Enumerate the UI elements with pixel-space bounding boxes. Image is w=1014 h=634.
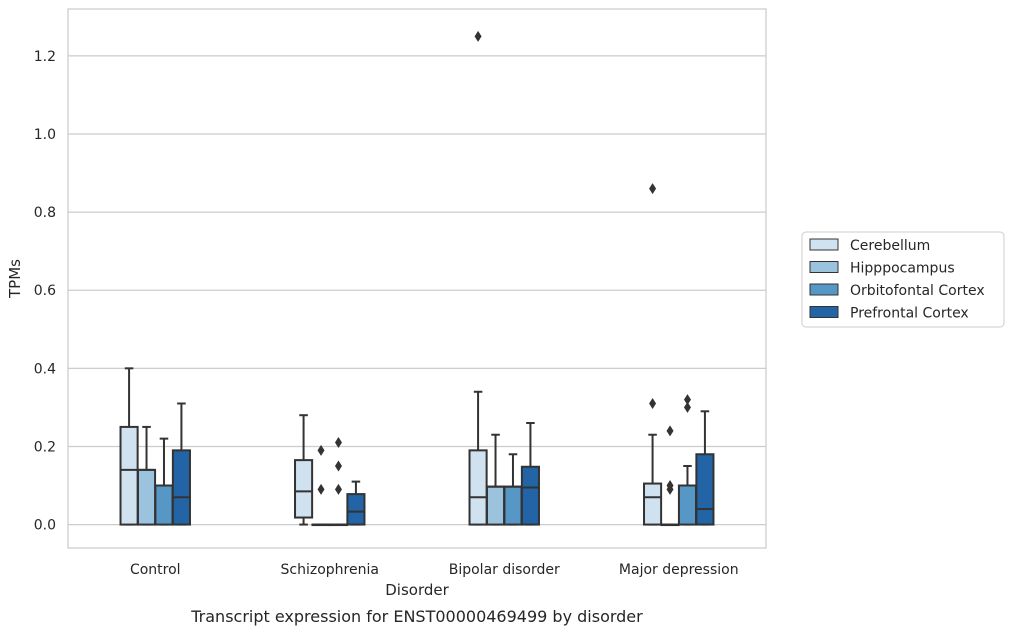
x-tick-label: Control (130, 562, 181, 578)
y-tick-label: 0.6 (34, 283, 56, 299)
x-tick-label: Schizophrenia (281, 562, 379, 578)
chart-caption: Transcript expression for ENST0000046949… (190, 607, 643, 626)
legend-label: Cerebellum (850, 238, 930, 254)
x-axis-title: Disorder (385, 581, 449, 599)
legend-swatch (809, 306, 839, 318)
box-cerebellum (643, 183, 663, 526)
outlier-point (649, 183, 657, 195)
box-hipppocampus (311, 444, 331, 527)
x-axis-ticks: Control Schizophrenia Bipolar disorder Majo… (130, 562, 739, 578)
y-tick-label: 0.4 (34, 361, 56, 377)
legend-frame (801, 231, 1005, 328)
box-body (294, 459, 314, 519)
box-orbitofontal-cortex (677, 394, 698, 526)
outlier-point (317, 444, 325, 456)
box-prefrontal-cortex (171, 402, 191, 526)
box-hipppocampus (660, 425, 680, 527)
box-prefrontal-cortex (520, 422, 540, 526)
legend-swatch (809, 283, 839, 296)
y-tick-label: 0.2 (34, 439, 56, 455)
box-body (503, 485, 523, 526)
outlier-point (317, 483, 325, 495)
legend-swatch (809, 238, 839, 251)
box-body (677, 484, 698, 526)
outlier-point (666, 425, 674, 437)
legend-label: Prefrontal Cortex (850, 306, 969, 322)
outlier-point (683, 401, 691, 413)
box-body (154, 484, 174, 526)
legend-label: Hipppocampus (850, 261, 955, 277)
box-groups (119, 30, 715, 527)
y-axis-title: TPMs (6, 259, 24, 299)
box-body (643, 482, 663, 526)
box-body (468, 449, 488, 526)
box-prefrontal-cortex (695, 410, 715, 526)
legend: Cerebellum Hipppocampus Orbitofontal Corte… (801, 231, 1005, 328)
outlier-point (649, 397, 657, 409)
box-body (136, 468, 157, 526)
box-body (119, 425, 139, 526)
box-body (485, 485, 506, 526)
outlier-point (683, 394, 691, 406)
box-orbitofontal-cortex (328, 437, 349, 527)
plot-frame (67, 8, 767, 549)
outlier-point (334, 483, 342, 495)
legend-label: Orbitofontal Cortex (850, 283, 985, 299)
x-tick-label: Bipolar disorder (449, 562, 560, 578)
outlier-point (334, 437, 342, 449)
outlier-point (334, 460, 342, 472)
y-axis-ticks: 0.0 0.2 0.4 0.6 0.8 1.0 1.2 (34, 49, 56, 534)
y-tick-label: 0.8 (34, 205, 56, 221)
box-prefrontal-cortex (346, 480, 366, 526)
box-cerebellum (468, 30, 488, 526)
box-body (520, 465, 540, 526)
box-body (171, 449, 191, 526)
x-tick-label: Major depression (619, 562, 739, 578)
y-tick-label: 0.0 (34, 518, 56, 534)
outlier-point (666, 480, 674, 492)
box-cerebellum (294, 414, 314, 526)
y-tick-label: 1.0 (34, 127, 56, 143)
box-body (346, 493, 366, 526)
box-body (695, 453, 715, 526)
y-tick-label: 1.2 (34, 49, 56, 65)
outlier-point (474, 30, 482, 42)
legend-swatch (809, 261, 839, 273)
